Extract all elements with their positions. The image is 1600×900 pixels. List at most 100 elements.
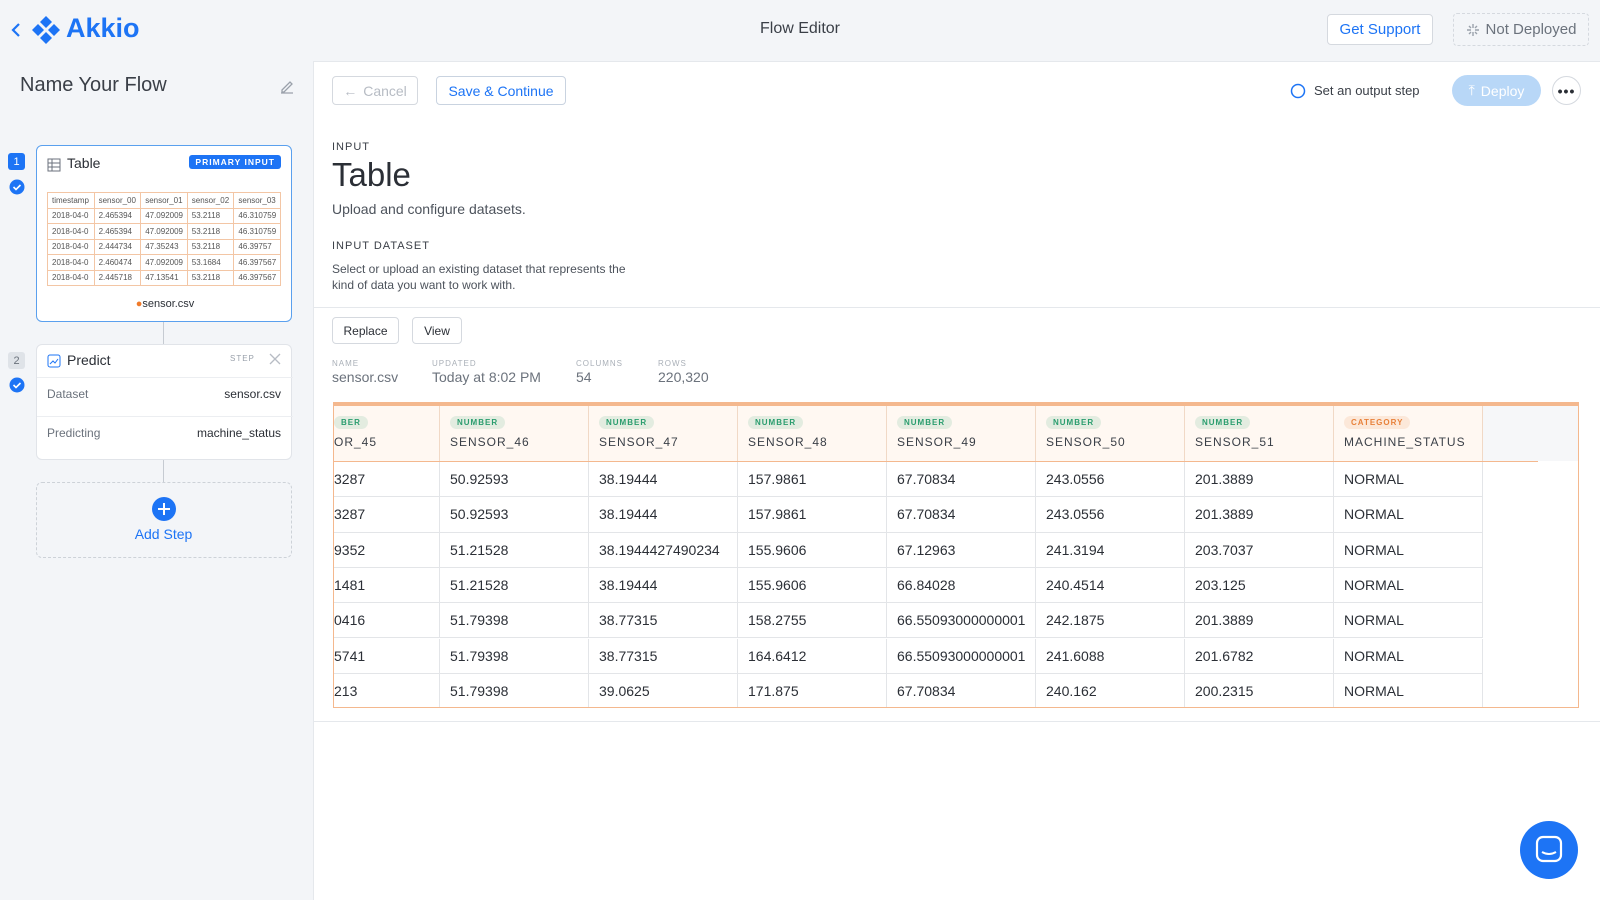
column-header: NUMBERSENSOR_50 — [1036, 406, 1185, 461]
step-title: Predict — [67, 352, 111, 368]
meta-value: Today at 8:02 PM — [432, 369, 541, 385]
table-cell: 171.875 — [738, 674, 887, 708]
label: Cancel — [363, 83, 407, 99]
meta-value: 220,320 — [658, 369, 709, 385]
table-cell: 39.0625 — [589, 674, 738, 708]
output-icon — [1290, 83, 1306, 99]
page-title: Flow Editor — [700, 20, 900, 38]
table-cell: NORMAL — [1334, 533, 1483, 568]
preview-cell: 2.465394 — [94, 208, 141, 224]
table-cell: 51.79398 — [440, 603, 589, 638]
table-cell: NORMAL — [1334, 639, 1483, 674]
preview-cell: 53.1684 — [187, 255, 234, 271]
cancel-button[interactable]: ←Cancel — [332, 76, 418, 105]
table-cell: 200.2315 — [1185, 674, 1334, 708]
table-cell: 157.9861 — [738, 462, 887, 497]
more-button[interactable]: ••• — [1552, 76, 1581, 105]
preview-cell: 53.2118 — [187, 208, 234, 224]
table-cell: 38.19444 — [589, 462, 738, 497]
dataset-help: Select or upload an existing dataset tha… — [332, 261, 632, 293]
column-name: SENSOR_48 — [748, 435, 828, 449]
edit-icon[interactable] — [278, 78, 296, 96]
column-name: OR_45 — [334, 435, 377, 449]
table-cell: 3287 — [334, 462, 440, 497]
divider — [314, 721, 1600, 722]
table-cell: 50.92593 — [440, 462, 589, 497]
preview-cell: 53.2118 — [187, 270, 234, 286]
preview-cell: 53.2118 — [187, 224, 234, 240]
table-cell: 157.9861 — [738, 497, 887, 532]
field-value: machine_status — [197, 426, 281, 440]
step-card[interactable]: Table PRIMARY INPUT timestampsensor_00se… — [36, 145, 292, 322]
table-cell: NORMAL — [1334, 674, 1483, 708]
deploy-button[interactable]: ⤒Deploy — [1452, 75, 1541, 106]
preview-cell: 53.2118 — [187, 239, 234, 255]
table-icon — [47, 158, 61, 172]
table-cell: 213 — [334, 674, 440, 708]
preview-row: 2018-04-02.44473447.3524353.211846.39757 — [48, 239, 281, 255]
table-cell: 38.1944427490234 — [589, 533, 738, 568]
output-step[interactable]: Set an output step — [1314, 83, 1420, 98]
preview-column: sensor_02 — [187, 193, 234, 209]
preview-column: timestamp — [48, 193, 95, 209]
flow-name[interactable]: Name Your Flow — [20, 74, 167, 97]
table-cell: 5741 — [334, 639, 440, 674]
preview-cell: 2018-04-0 — [48, 270, 95, 286]
step-card[interactable]: Predict STEP Dataset sensor.csv Predicti… — [36, 344, 292, 460]
table-cell: 51.21528 — [440, 568, 589, 603]
dataset-label: INPUT DATASET — [332, 240, 430, 252]
table-cell: 158.2755 — [738, 603, 887, 638]
back-icon[interactable] — [10, 21, 22, 39]
table-cell: 51.21528 — [440, 533, 589, 568]
table-cell: 240.162 — [1036, 674, 1185, 708]
table-cell: 38.19444 — [589, 568, 738, 603]
column-name: MACHINE_STATUS — [1344, 435, 1466, 449]
label: Save & Continue — [448, 83, 553, 99]
add-step[interactable]: Add Step — [36, 482, 292, 558]
table-cell: 241.6088 — [1036, 639, 1185, 674]
view-button[interactable]: View — [412, 317, 462, 344]
table-cell: 203.7037 — [1185, 533, 1334, 568]
support-button[interactable]: Get Support — [1327, 14, 1433, 45]
remove-icon[interactable] — [269, 353, 281, 365]
preview-column: sensor_00 — [94, 193, 141, 209]
check-icon — [9, 179, 25, 195]
status-icon — [1466, 23, 1480, 37]
preview-cell: 2.460474 — [94, 255, 141, 271]
section-subtitle: Upload and configure datasets. — [332, 201, 526, 217]
table-cell: 201.3889 — [1185, 497, 1334, 532]
preview-cell: 2.465394 — [94, 224, 141, 240]
column-header: NUMBERSENSOR_51 — [1185, 406, 1334, 461]
preview-cell: 46.39757 — [234, 239, 281, 255]
table-cell: 66.84028 — [887, 568, 1036, 603]
logo-text: Akkio — [66, 13, 140, 44]
save-button[interactable]: Save & Continue — [436, 76, 566, 105]
column-type: NUMBER — [1195, 416, 1250, 429]
table-cell: 9352 — [334, 533, 440, 568]
table-cell: 3287 — [334, 497, 440, 532]
preview-cell: 47.092009 — [141, 255, 188, 271]
table-cell: 38.77315 — [589, 639, 738, 674]
divider — [37, 416, 293, 417]
column-header: NUMBERSENSOR_46 — [440, 406, 589, 461]
preview-cell: 2.445718 — [94, 270, 141, 286]
column-type: BER — [334, 416, 368, 429]
file-label: ●sensor.csv — [37, 298, 293, 310]
table-cell: 51.79398 — [440, 639, 589, 674]
preview-column: sensor_03 — [234, 193, 281, 209]
preview-row: 2018-04-02.46539447.09200953.211846.3107… — [48, 224, 281, 240]
replace-button[interactable]: Replace — [332, 317, 399, 344]
table-cell: 243.0556 — [1036, 497, 1185, 532]
chat-button[interactable] — [1519, 820, 1579, 880]
preview-cell: 2018-04-0 — [48, 239, 95, 255]
column-type: NUMBER — [450, 416, 505, 429]
divider — [37, 377, 293, 378]
step-badge: PRIMARY INPUT — [189, 155, 281, 169]
column-type: NUMBER — [599, 416, 654, 429]
table-cell: 66.55093000000001 — [887, 603, 1036, 638]
meta-label: NAME — [332, 359, 359, 368]
step-title: Table — [67, 155, 100, 171]
file-name: sensor.csv — [142, 298, 194, 310]
predict-icon — [47, 354, 61, 368]
section-title: Table — [332, 156, 411, 194]
